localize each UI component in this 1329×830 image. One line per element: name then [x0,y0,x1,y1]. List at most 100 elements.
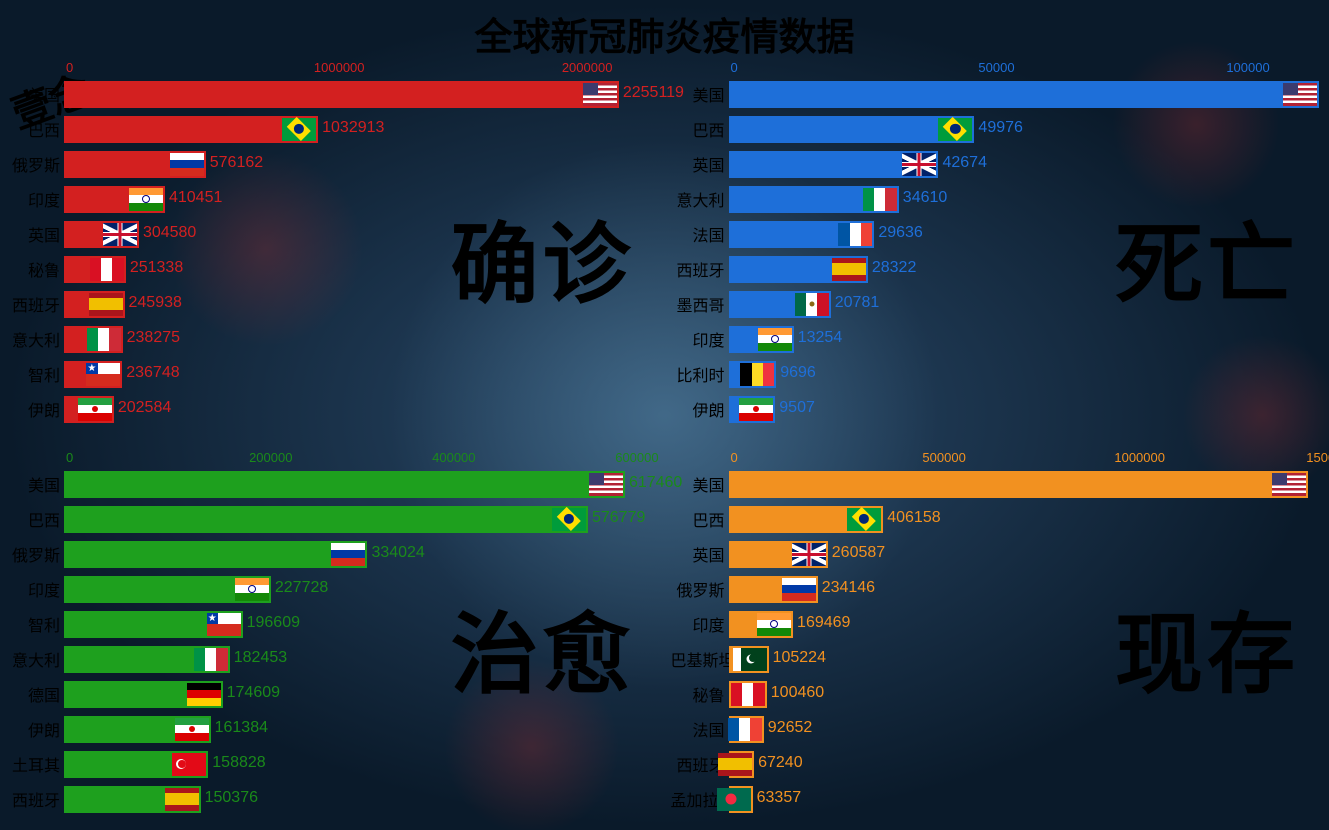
bar-value: 245938 [129,294,182,312]
country-label: 英国 [671,542,729,566]
axis-tick: 0 [66,60,73,75]
flag-icon [938,118,972,141]
country-label: 比利时 [671,362,729,386]
bar [64,116,318,143]
bar-value: 410451 [169,189,222,207]
bar-value: 9696 [780,364,816,382]
bar-row: 巴西576779 [6,502,655,536]
bar-row: 西班牙67240 [671,747,1320,781]
chart-grid: 010000002000000美国2255119巴西1032913俄罗斯5761… [0,50,1329,830]
country-label: 德国 [6,682,64,706]
panel-recovered: 0200000400000600000美国617460巴西576779俄罗斯33… [0,440,665,830]
flag-icon [235,578,269,601]
country-label: 秘鲁 [6,257,64,281]
axis-tick: 1000000 [314,60,365,75]
bar-row: 伊朗161384 [6,712,655,746]
axis-tick: 600000 [615,450,658,465]
country-label: 伊朗 [671,397,729,421]
axis-tick: 1000000 [1114,450,1165,465]
bar-track: 202584 [64,396,655,423]
flag-icon [331,543,365,566]
flag-icon [172,753,206,776]
bar-value: 196609 [247,614,300,632]
bar-track: 576779 [64,506,655,533]
flag-icon [832,258,866,281]
bar [64,471,625,498]
bar-row: 俄罗斯576162 [6,147,655,181]
bar-value: 13254 [798,329,843,347]
bar-track: 334024 [64,541,655,568]
country-label: 墨西哥 [671,292,729,316]
bar-row: 伊朗 202584 [6,392,655,426]
bar-track [729,81,1320,108]
bar-value: 34610 [903,189,948,207]
flag-icon: ★ [207,613,241,636]
flag-icon [282,118,316,141]
bar [729,471,1308,498]
axis-tick: 100000 [1226,60,1269,75]
axis-tick: 400000 [432,450,475,465]
country-label: 伊朗 [6,397,64,421]
bar-value: 251338 [130,259,183,277]
country-label: 西班牙 [671,257,729,281]
bar-track: 63357 [729,786,1320,813]
country-label: 巴基斯坦 [671,647,729,671]
flag-icon [782,578,816,601]
axis: 0200000400000600000 [6,448,655,466]
bar-track: 67240 [729,751,1320,778]
bar-value: 158828 [212,754,265,772]
bar-row: 西班牙150376 [6,782,655,816]
bar-value: 29636 [878,224,923,242]
country-label: 西班牙 [6,787,64,811]
flag-icon [847,508,881,531]
country-label: 俄罗斯 [6,152,64,176]
axis-tick: 0 [731,450,738,465]
axis-tick: 1500000 [1306,450,1329,465]
flag-icon [757,613,791,636]
bar-row: 美国 [671,467,1320,501]
country-label: 印度 [671,327,729,351]
flag-icon [902,153,936,176]
bar-row: 土耳其158828 [6,747,655,781]
bar-track: 9507 [729,396,1320,423]
country-label: 意大利 [671,187,729,211]
bar-track: 92652 [729,716,1320,743]
bar-value: 174609 [227,684,280,702]
bar-value: 202584 [118,399,171,417]
country-label: 巴西 [671,507,729,531]
country-label: 巴西 [671,117,729,141]
bar-track: 238275 [64,326,655,353]
flag-icon [194,648,228,671]
country-label: 英国 [671,152,729,176]
bar-value: 20781 [835,294,880,312]
bar-row: 法国92652 [671,712,1320,746]
flag-icon [187,683,221,706]
flag-icon [758,328,792,351]
country-label: 智利 [6,612,64,636]
bar-value: 28322 [872,259,917,277]
bar-track: 150376 [64,786,655,813]
country-label: 意大利 [6,647,64,671]
axis: 050000010000001500000 [671,448,1320,466]
bar-track: 2255119 [64,81,655,108]
bar-value: 304580 [143,224,196,242]
bar-track: 260587 [729,541,1320,568]
panel-confirmed: 010000002000000美国2255119巴西1032913俄罗斯5761… [0,50,665,440]
bar-track: 9696 [729,361,1320,388]
bar-value: 227728 [275,579,328,597]
bar-value: 576779 [592,509,645,527]
country-label: 智利 [6,362,64,386]
country-label: 美国 [6,82,64,106]
bar-track: ★236748 [64,361,655,388]
bar-track: 1032913 [64,116,655,143]
bar-row: 巴西 406158 [671,502,1320,536]
flag-icon [792,543,826,566]
flag-icon [728,718,762,741]
bar-row: 比利时 9696 [671,357,1320,391]
axis-tick: 500000 [922,450,965,465]
bar-value: 406158 [887,509,940,527]
bar-row: 孟加拉国63357 [671,782,1320,816]
bar-value: 161384 [215,719,268,737]
bar-row: 美国2255119 [6,77,655,111]
bar-row: 印度 13254 [671,322,1320,356]
